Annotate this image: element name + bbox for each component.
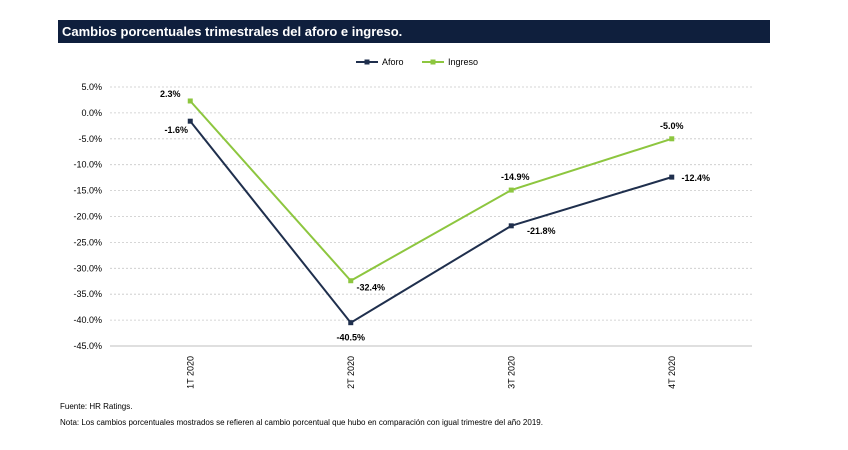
- footnote: Nota: Los cambios porcentuales mostrados…: [60, 418, 543, 427]
- y-tick-label: -5.0%: [78, 134, 102, 144]
- y-tick-label: -25.0%: [73, 237, 102, 247]
- data-point-aforo: [669, 174, 675, 180]
- data-point-aforo: [187, 118, 193, 124]
- data-label: 2.3%: [160, 89, 181, 99]
- data-label: -14.9%: [501, 172, 530, 182]
- data-point-ingreso: [187, 98, 193, 104]
- legend-label: Ingreso: [448, 57, 478, 67]
- data-point-ingreso: [669, 136, 675, 142]
- data-label: -40.5%: [336, 333, 365, 343]
- y-tick-label: -20.0%: [73, 212, 102, 222]
- x-tick-label: 1T 2020: [185, 356, 195, 389]
- y-tick-label: -30.0%: [73, 263, 102, 273]
- x-tick-label: 2T 2020: [346, 356, 356, 389]
- y-tick-label: -10.0%: [73, 160, 102, 170]
- series-line-aforo: [189, 120, 673, 324]
- y-tick-label: 5.0%: [81, 82, 102, 92]
- data-label: -1.6%: [164, 125, 188, 135]
- y-tick-label: 0.0%: [81, 108, 102, 118]
- data-label: -32.4%: [356, 283, 385, 293]
- y-tick-label: -40.0%: [73, 315, 102, 325]
- source-note: Fuente: HR Ratings.: [60, 402, 133, 411]
- line-chart: 5.0% 0.0% -5.0% -10.0% -15.0% -20.0% -25.0% -30…: [73, 57, 752, 389]
- data-point-aforo: [348, 320, 354, 326]
- y-tick-label: -15.0%: [73, 186, 102, 196]
- y-tick-label: -35.0%: [73, 289, 102, 299]
- legend-marker-ingreso: [430, 59, 436, 65]
- chart-title: Cambios porcentuales trimestrales del af…: [58, 20, 770, 43]
- series-line-ingreso: [189, 100, 673, 282]
- legend-marker-aforo: [364, 59, 370, 65]
- data-point-aforo: [508, 223, 514, 229]
- data-point-ingreso: [348, 278, 354, 284]
- legend-label: Aforo: [382, 57, 404, 67]
- data-label: -21.8%: [527, 226, 556, 236]
- data-label: -5.0%: [660, 121, 684, 131]
- data-point-ingreso: [508, 187, 514, 193]
- data-label: -12.4%: [681, 173, 710, 183]
- x-tick-label: 4T 2020: [667, 356, 677, 389]
- x-tick-label: 3T 2020: [506, 356, 516, 389]
- y-tick-label: -45.0%: [73, 341, 102, 351]
